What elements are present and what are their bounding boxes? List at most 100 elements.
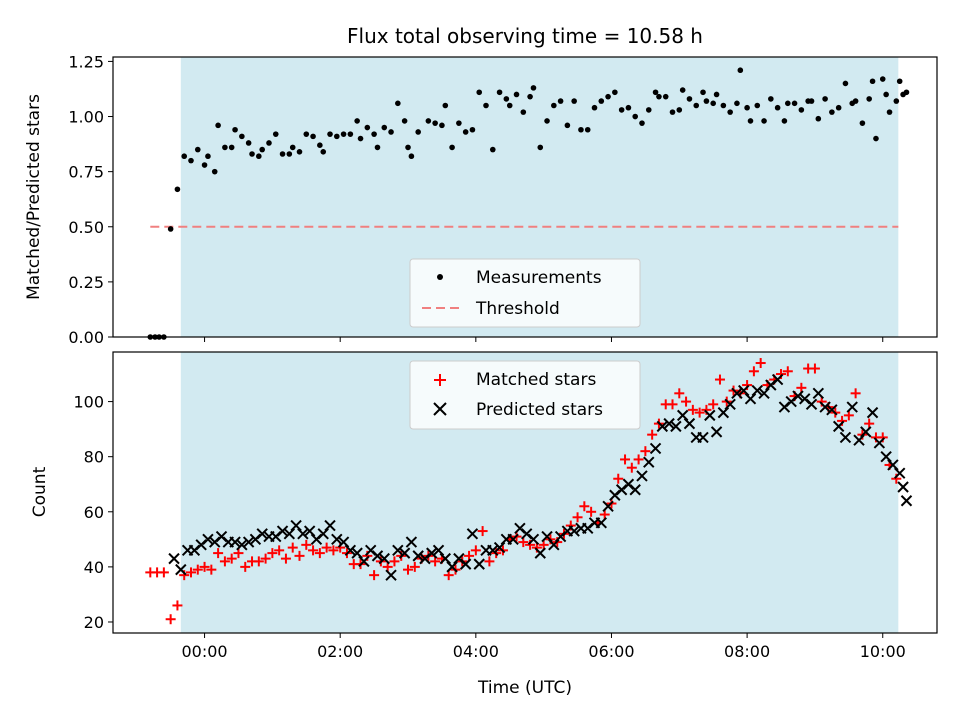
legend-matched-label: Matched stars: [476, 370, 596, 390]
data-point: [866, 406, 879, 419]
data-point: [784, 100, 791, 107]
data-point: [412, 550, 424, 562]
bottom-y-axis-label: Count: [30, 466, 50, 517]
data-point: [527, 93, 533, 100]
legend-threshold-label: Threshold: [475, 299, 560, 319]
data-point: [371, 550, 384, 562]
x-axis-label: Time (UTC): [477, 678, 572, 698]
data-point: [283, 528, 296, 540]
data-point: [280, 553, 291, 564]
data-point: [253, 556, 264, 567]
data-point: [625, 104, 632, 111]
data-point: [639, 120, 645, 126]
data-point: [347, 131, 354, 137]
data-point: [340, 131, 347, 137]
legend-predicted-label: Predicted stars: [476, 400, 603, 420]
data-point: [724, 398, 736, 411]
data-point: [287, 542, 298, 553]
data-point: [852, 98, 859, 104]
data-point: [324, 519, 336, 532]
series-measurements: [147, 67, 910, 340]
data-point: [538, 539, 549, 550]
data-point: [829, 109, 835, 115]
data-point: [647, 429, 658, 440]
y-tick-label: 0.00: [68, 328, 104, 347]
data-point: [643, 456, 655, 468]
data-point: [358, 555, 370, 568]
data-point: [506, 102, 513, 109]
data-point: [408, 153, 415, 160]
data-point: [883, 91, 889, 98]
top-legend: Measurements Threshold: [409, 258, 641, 328]
data-point: [595, 517, 608, 529]
data-point: [432, 544, 445, 557]
data-point: [168, 552, 180, 565]
data-point: [754, 102, 761, 109]
data-point: [211, 168, 218, 175]
data-point: [815, 115, 822, 122]
data-point: [477, 526, 488, 537]
data-point: [185, 567, 196, 578]
x-tick-label: 02:00: [317, 642, 363, 661]
data-point: [703, 98, 710, 104]
data-point: [320, 149, 327, 155]
data-point: [303, 525, 316, 537]
data-point: [792, 390, 804, 402]
data-point: [374, 144, 381, 151]
data-point: [835, 104, 842, 111]
data-point: [568, 525, 580, 537]
data-point: [432, 120, 438, 126]
data-point: [449, 144, 455, 151]
data-point: [812, 387, 825, 400]
data-point: [860, 426, 872, 438]
data-point: [260, 553, 271, 564]
data-point: [245, 140, 252, 146]
data-point: [717, 406, 730, 419]
data-point: [832, 420, 845, 433]
data-point: [351, 547, 363, 559]
top-y-axis-label: Matched/Predicted stars: [24, 94, 44, 300]
data-point: [489, 146, 496, 153]
data-point: [308, 545, 319, 556]
data-point: [774, 104, 781, 111]
data-point: [798, 107, 805, 113]
data-point: [357, 135, 364, 142]
chart-title: Flux total observing time = 10.58 h: [347, 24, 703, 48]
data-point: [443, 570, 454, 581]
measurements-series: [147, 67, 910, 340]
data-point: [337, 536, 350, 548]
data-point: [398, 547, 411, 559]
data-point: [167, 226, 174, 232]
data-point: [388, 129, 394, 135]
data-point: [222, 144, 228, 151]
data-point: [887, 459, 899, 471]
data-point: [381, 124, 388, 131]
data-point: [748, 366, 759, 377]
data-point: [897, 481, 909, 493]
data-point: [476, 89, 483, 96]
data-point: [674, 388, 685, 399]
data-point: [679, 87, 686, 93]
data-point: [544, 118, 550, 124]
data-point: [385, 569, 397, 581]
data-point: [334, 133, 340, 140]
series-predicted-stars: [168, 373, 913, 581]
data-point: [873, 135, 879, 142]
data-point: [415, 129, 421, 135]
data-point: [297, 528, 309, 540]
data-point: [572, 512, 583, 523]
data-point: [194, 146, 201, 153]
data-point: [866, 96, 872, 102]
data-point: [656, 93, 662, 100]
top-axes: 0.00 0.25 0.50 0.75 1.00 1.25: [68, 52, 938, 347]
data-point: [174, 186, 181, 193]
data-point: [354, 118, 360, 124]
data-point: [249, 151, 255, 157]
data-point: [303, 131, 310, 137]
data-point: [425, 118, 432, 124]
data-point: [233, 548, 244, 559]
data-point: [274, 545, 285, 556]
data-point: [228, 144, 235, 151]
data-point: [527, 533, 540, 546]
data-point: [771, 373, 784, 386]
